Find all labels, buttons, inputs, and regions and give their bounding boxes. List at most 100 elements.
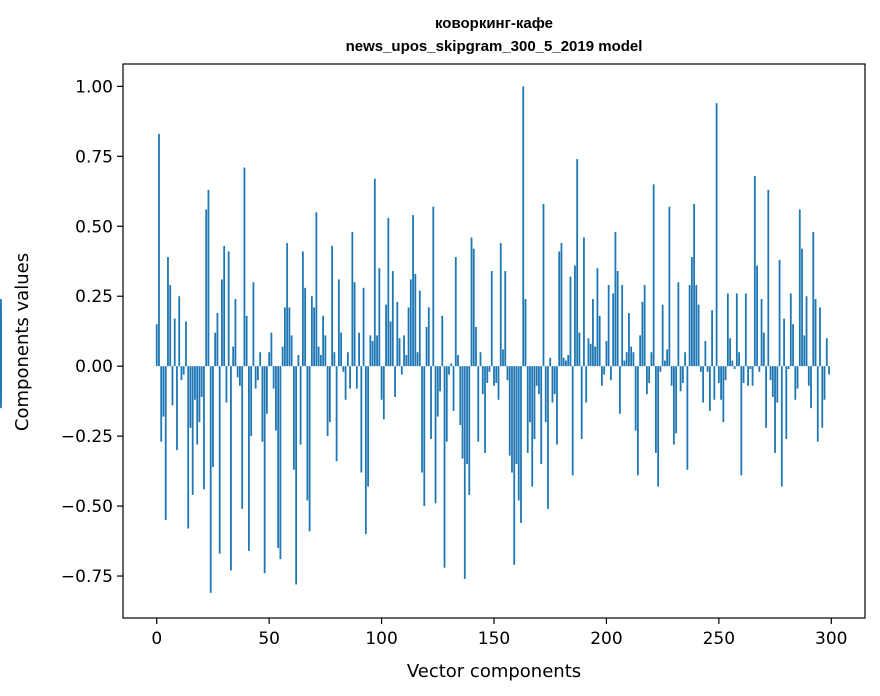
bar [227, 251, 230, 367]
bar [637, 366, 639, 476]
bar [463, 366, 466, 579]
bar [607, 285, 610, 367]
y-tick-label: 0.50 [75, 217, 113, 237]
bar [250, 366, 253, 437]
bar [603, 366, 606, 375]
bar [364, 366, 367, 535]
x-tick-label: 0 [151, 629, 162, 649]
bar [628, 313, 630, 367]
bar [760, 299, 763, 367]
bar [828, 366, 830, 375]
bar [331, 245, 334, 367]
bar [252, 282, 255, 367]
bar [333, 352, 336, 367]
bar [540, 366, 543, 465]
bar [625, 352, 628, 367]
bar [535, 366, 538, 386]
bar [475, 327, 477, 367]
bar [292, 366, 295, 470]
y-axis: 1.00 0.75 0.50 0.25 0.00 −0.25 −0.50 −0.75 [61, 77, 123, 587]
bar [297, 354, 300, 367]
bar [403, 335, 405, 367]
bar [522, 86, 525, 367]
bar [459, 366, 462, 425]
bar [587, 338, 590, 367]
bar [711, 310, 713, 367]
bar [187, 366, 190, 529]
bar [194, 366, 196, 400]
bar [652, 184, 655, 367]
bar [704, 341, 707, 367]
bar [486, 366, 489, 383]
bar [272, 366, 275, 389]
bar [641, 301, 644, 367]
x-tick-label: 300 [815, 629, 847, 649]
bar [810, 366, 812, 409]
chart-title-line-2: news_upos_skipgram_300_5_2019 model [346, 38, 643, 55]
bar [236, 366, 239, 378]
bar [495, 366, 498, 383]
bar [731, 360, 734, 367]
bar [0, 366, 2, 372]
bar [801, 248, 803, 367]
bar [717, 366, 720, 383]
bar [481, 366, 484, 395]
bar [823, 366, 826, 400]
bar [661, 304, 664, 367]
bar [654, 366, 657, 453]
bar [430, 366, 432, 439]
bar [796, 366, 799, 389]
bar [785, 366, 788, 439]
bar [663, 360, 666, 367]
bar [749, 366, 752, 369]
bar [164, 366, 167, 521]
bar [319, 354, 322, 367]
bar [686, 366, 689, 470]
y-tick-label: −0.75 [61, 567, 113, 587]
bar [268, 352, 271, 367]
bar [281, 346, 284, 367]
bar [490, 271, 493, 367]
bar [576, 159, 579, 367]
bar [681, 366, 684, 383]
bar [675, 366, 678, 434]
bar [301, 251, 304, 367]
bar [198, 366, 201, 423]
bar [239, 366, 241, 386]
bar [427, 307, 430, 367]
bar [472, 248, 475, 367]
bar [178, 296, 181, 367]
bar [666, 349, 669, 367]
bar [722, 366, 725, 423]
bar [216, 313, 219, 367]
bar [466, 366, 468, 465]
bar [398, 338, 401, 367]
bar [614, 231, 617, 367]
bar [362, 287, 365, 367]
bar [230, 366, 232, 571]
bar [762, 332, 765, 367]
bar [544, 366, 547, 423]
bar [616, 271, 619, 367]
bar [382, 366, 385, 420]
bar [286, 243, 289, 367]
x-axis-label: Vector components [407, 661, 581, 682]
bar [610, 366, 612, 381]
bar [335, 366, 338, 462]
bar [524, 299, 527, 367]
bar [290, 335, 293, 367]
bar [756, 265, 758, 367]
bar [245, 315, 248, 367]
bar [369, 335, 372, 367]
bar [234, 299, 237, 367]
bar [261, 366, 264, 442]
bar [504, 271, 507, 367]
bar [578, 332, 581, 367]
y-tick-label: 0.25 [75, 287, 113, 307]
bar [677, 282, 680, 367]
bar [266, 366, 268, 414]
bar [389, 321, 392, 367]
bar [720, 366, 722, 400]
bar [432, 206, 435, 367]
